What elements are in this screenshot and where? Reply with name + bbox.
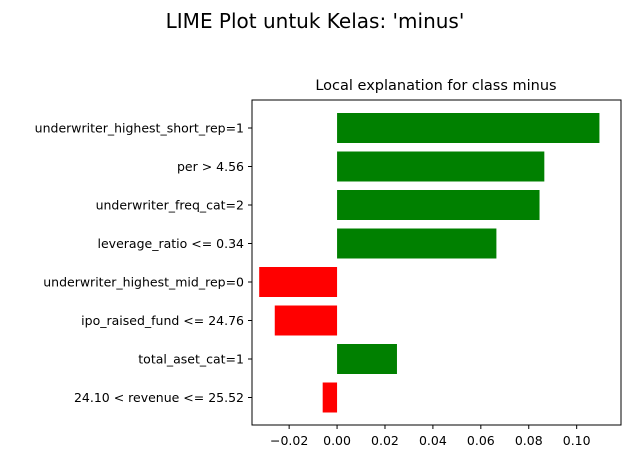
x-tick-label: 0.08: [515, 433, 543, 448]
bar-1: [337, 151, 545, 182]
bar-7: [322, 382, 338, 413]
x-tick-label: 0.00: [323, 433, 351, 448]
x-tick-label: 0.04: [419, 433, 447, 448]
x-tick-label: 0.10: [563, 433, 591, 448]
y-tick-label: underwriter_highest_short_rep=1: [35, 121, 244, 136]
x-tick-label: −0.02: [270, 433, 308, 448]
y-tick-label: ipo_raised_fund <= 24.76: [81, 313, 244, 328]
y-tick-label: underwriter_highest_mid_rep=0: [43, 275, 244, 290]
x-tick-label: 0.06: [467, 433, 495, 448]
bar-3: [337, 228, 497, 259]
bar-2: [337, 190, 540, 220]
bar-0: [337, 113, 600, 143]
bar-5: [274, 305, 338, 336]
y-tick-label: 24.10 < revenue <= 25.52: [74, 390, 244, 405]
x-tick-label: 0.02: [371, 433, 399, 448]
bars-group: [259, 113, 600, 413]
figure-suptitle: LIME Plot untuk Kelas: 'minus': [166, 9, 465, 33]
x-axis-ticks: −0.02 0.00 0.02 0.04 0.06 0.08 0.10: [270, 425, 591, 448]
bar-6: [337, 344, 397, 374]
y-tick-label: leverage_ratio <= 0.34: [98, 236, 245, 251]
y-tick-label: underwriter_freq_cat=2: [96, 198, 244, 213]
plot-frame: [251, 99, 622, 426]
y-tick-label: total_aset_cat=1: [138, 352, 244, 367]
y-tick-label: per > 4.56: [177, 159, 244, 174]
chart-title: Local explanation for class minus: [315, 78, 556, 94]
bar-4: [259, 267, 338, 297]
